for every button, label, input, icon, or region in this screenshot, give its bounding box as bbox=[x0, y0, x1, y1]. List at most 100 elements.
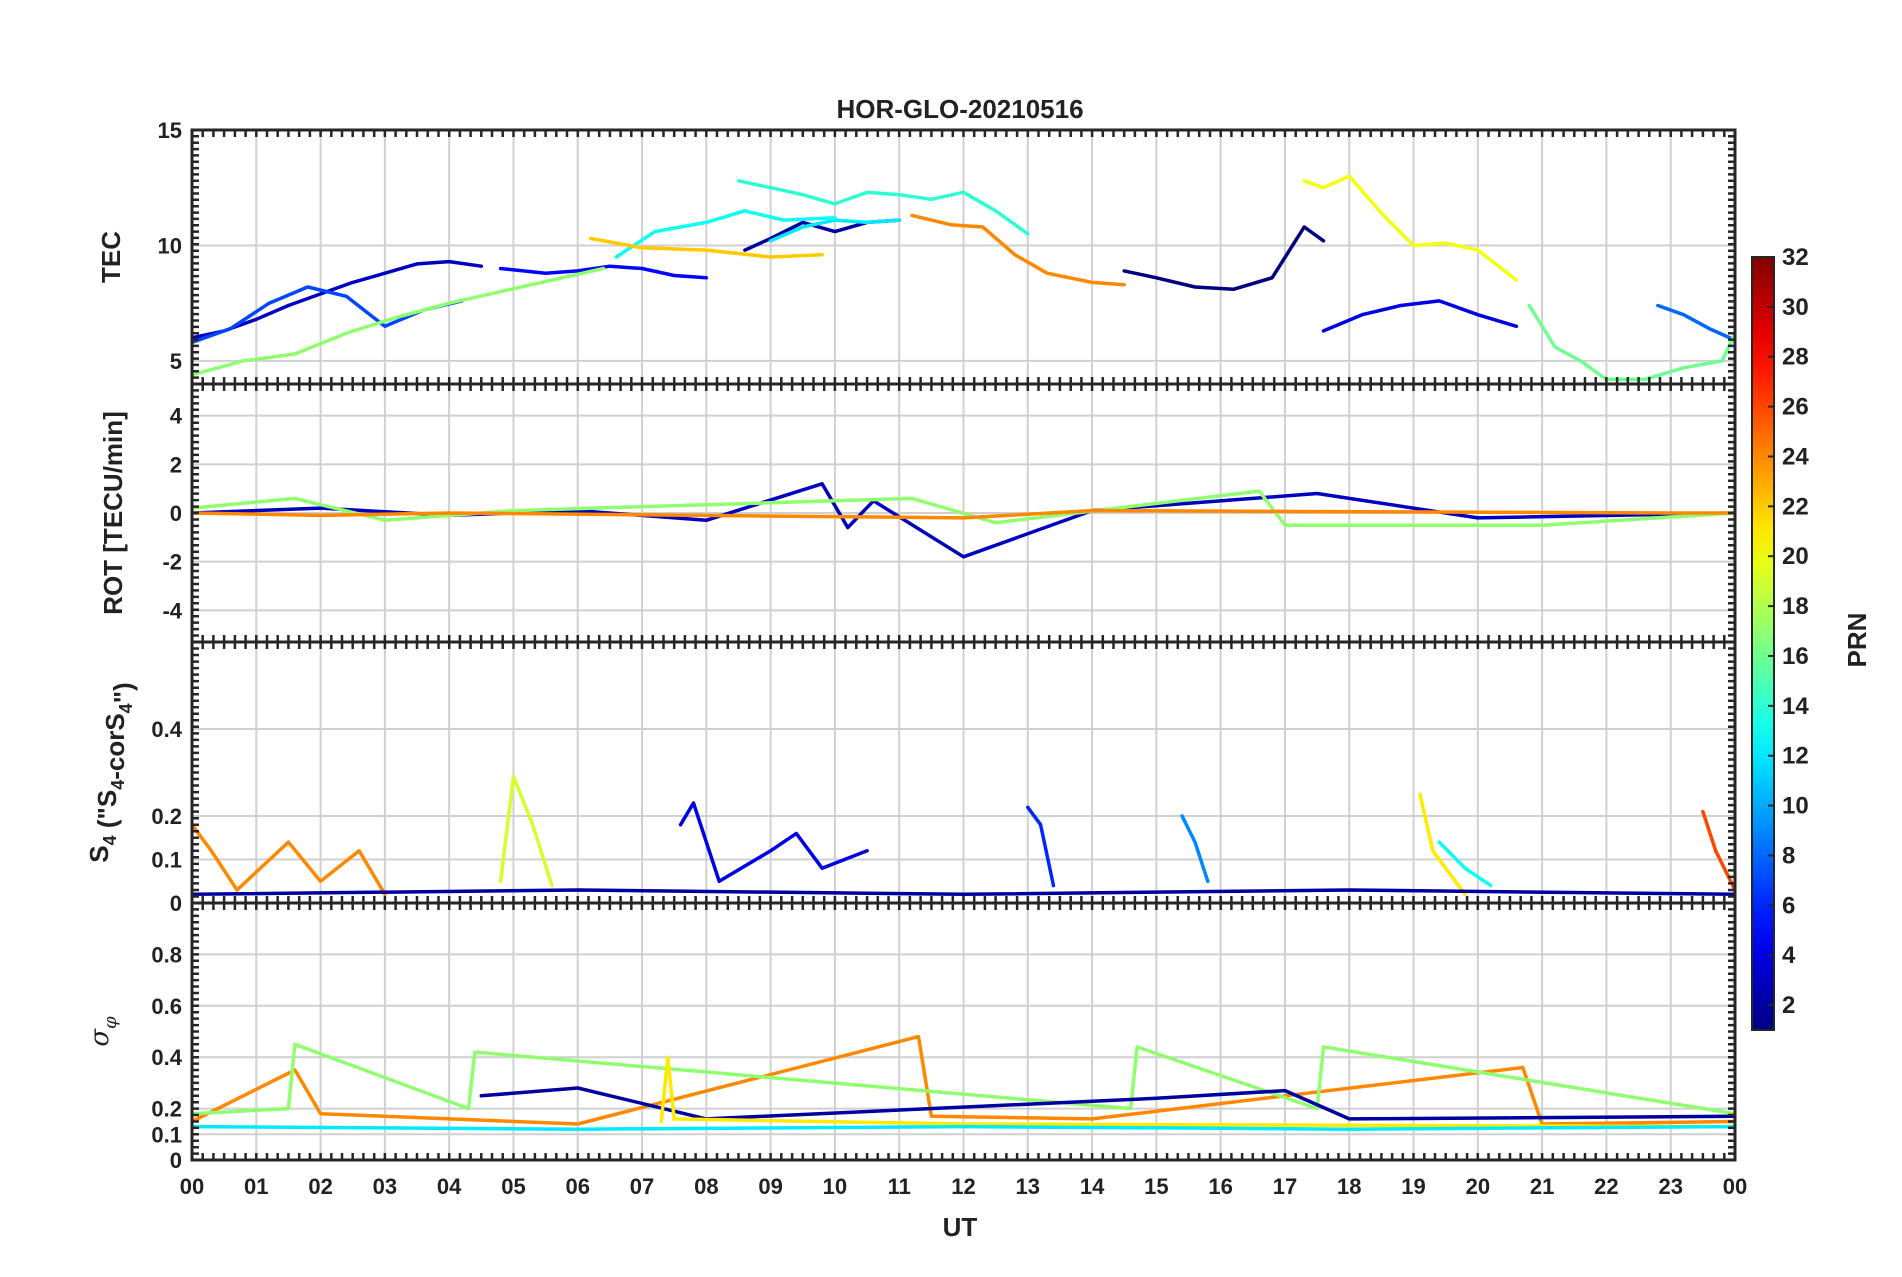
y-axis-label-rot: ROT [TECU/min] bbox=[98, 411, 128, 615]
x-tick-label: 04 bbox=[437, 1174, 462, 1199]
panel-rot-series bbox=[192, 482, 1735, 559]
series-prn-3 bbox=[192, 259, 484, 340]
minor-ticks bbox=[190, 901, 1737, 1162]
x-tick-label: 19 bbox=[1401, 1174, 1425, 1199]
series-prn-19 bbox=[498, 775, 554, 888]
y-tick-label: -2 bbox=[162, 550, 182, 575]
chart-title: HOR-GLO-20210516 bbox=[836, 94, 1083, 124]
x-tick-labels: 00 01 02 03 04 05 06 07 08 09 10 11 12 13 14 15 16 17 18 19… bbox=[180, 1174, 1747, 1199]
colorbar-tick-label: 22 bbox=[1782, 493, 1809, 520]
panel-s4-ticks bbox=[190, 640, 1737, 905]
panel-rot-ticks bbox=[190, 382, 1737, 644]
series-prn-14 bbox=[736, 179, 1030, 236]
x-tick-label: 22 bbox=[1594, 1174, 1618, 1199]
y-tick-label: 0.2 bbox=[151, 804, 182, 829]
panel-sigma_phi: 00.10.2 0.4 0.6 0.8 σφ bbox=[85, 901, 1737, 1173]
panel-sigma_phi-ticks bbox=[190, 901, 1737, 1162]
series-prn-4 bbox=[678, 801, 869, 884]
series-prn-20 bbox=[1302, 174, 1519, 282]
colorbar-tick-label: 14 bbox=[1782, 693, 1809, 720]
series-prn-21 bbox=[659, 1055, 1735, 1129]
series-prn-2 bbox=[192, 888, 1735, 897]
x-tick-label: 16 bbox=[1208, 1174, 1232, 1199]
panel-tec-ticks bbox=[190, 128, 1737, 386]
x-tick-label: 07 bbox=[630, 1174, 654, 1199]
colorbar-tick-label: 2 bbox=[1782, 992, 1795, 1019]
series-prn-4 bbox=[1321, 299, 1519, 333]
x-tick-label: 03 bbox=[373, 1174, 397, 1199]
x-tick-label: 14 bbox=[1080, 1174, 1105, 1199]
series-prn-21 bbox=[1418, 792, 1467, 897]
series-prn-12 bbox=[768, 218, 901, 243]
x-tick-label: 01 bbox=[244, 1174, 268, 1199]
series-prn-1 bbox=[1122, 225, 1326, 292]
panel-s4-series bbox=[192, 775, 1735, 897]
x-tick-label: 15 bbox=[1144, 1174, 1168, 1199]
y-axis-label-s4: S4 ("S4-corS4") bbox=[84, 682, 138, 862]
x-axis-label: UT bbox=[943, 1212, 978, 1242]
x-tick-label: 00 bbox=[1723, 1174, 1747, 1199]
series-prn-9 bbox=[1180, 814, 1210, 884]
y-tick-label: 15 bbox=[158, 118, 182, 143]
y-tick-label: 0.8 bbox=[151, 942, 182, 967]
series-prn-24 bbox=[192, 822, 387, 897]
minor-ticks bbox=[190, 640, 1737, 905]
panel-rot: -4 -2 0 2 4 ROT [TECU/min] bbox=[98, 382, 1737, 644]
colorbar-tick-label: 24 bbox=[1782, 443, 1809, 470]
colorbar-tick-label: 30 bbox=[1782, 294, 1809, 321]
series-prn-24 bbox=[192, 508, 1735, 520]
minor-ticks bbox=[190, 382, 1737, 644]
y-tick-label: 0 bbox=[170, 1148, 182, 1173]
y-axis-label-sigma_phi: σφ bbox=[85, 1016, 121, 1047]
x-tick-label: 18 bbox=[1337, 1174, 1361, 1199]
x-tick-label: 11 bbox=[888, 1174, 911, 1199]
x-tick-label: 09 bbox=[758, 1174, 782, 1199]
x-tick-label: 06 bbox=[566, 1174, 590, 1199]
x-tick-label: 17 bbox=[1273, 1174, 1297, 1199]
y-axis-label-tec: TEC bbox=[96, 231, 126, 283]
panel-tec-series bbox=[192, 174, 1735, 382]
y-tick-label: 0.4 bbox=[151, 1045, 182, 1070]
colorbar-tick-label: 6 bbox=[1782, 892, 1795, 919]
series-prn-16 bbox=[1527, 303, 1735, 382]
y-tick-label: -4 bbox=[162, 598, 182, 623]
x-tick-label: 12 bbox=[951, 1174, 975, 1199]
y-tick-label: 10 bbox=[158, 233, 182, 258]
y-tick-label: 4 bbox=[170, 404, 183, 429]
colorbar-label: PRN bbox=[1842, 613, 1872, 668]
panel-s4: 0 0.1 0.2 0.4 S4 ("S4-corS4") bbox=[84, 640, 1737, 916]
y-tick-label: 0.1 bbox=[151, 1122, 182, 1147]
series-prn-8 bbox=[1656, 303, 1735, 342]
colorbar-tick-label: 28 bbox=[1782, 344, 1809, 371]
series-prn-17 bbox=[192, 266, 606, 377]
colorbar-tick-label: 32 bbox=[1782, 244, 1809, 271]
series-prn-24 bbox=[910, 213, 1126, 287]
colorbar-gradient bbox=[1752, 257, 1774, 1030]
colorbar-tick-label: 10 bbox=[1782, 793, 1809, 820]
y-tick-label: 0.1 bbox=[151, 848, 182, 873]
colorbar-tick-label: 16 bbox=[1782, 643, 1809, 670]
y-tick-label: 0 bbox=[170, 501, 182, 526]
panel-sigma_phi-series bbox=[192, 1034, 1735, 1131]
series-prn-24 bbox=[192, 1034, 1735, 1126]
series-prn-6 bbox=[1026, 805, 1056, 888]
series-prn-5 bbox=[498, 264, 709, 280]
series-prn-12 bbox=[192, 1124, 1735, 1131]
series-prn-13 bbox=[614, 209, 837, 259]
colorbar-tick-label: 12 bbox=[1782, 743, 1809, 770]
colorbar-tick-label: 8 bbox=[1782, 842, 1795, 869]
x-tick-label: 08 bbox=[694, 1174, 718, 1199]
colorbar-tick-label: 26 bbox=[1782, 394, 1809, 421]
x-tick-label: 02 bbox=[308, 1174, 332, 1199]
series-prn-17 bbox=[192, 489, 1735, 527]
y-tick-label: 5 bbox=[170, 349, 182, 374]
y-tick-label: 0.4 bbox=[151, 717, 182, 742]
y-tick-label: 0.2 bbox=[151, 1097, 182, 1122]
colorbar-tick-label: 20 bbox=[1782, 543, 1809, 570]
x-tick-label: 23 bbox=[1658, 1174, 1682, 1199]
y-tick-label: 0 bbox=[170, 891, 182, 916]
x-tick-label: 10 bbox=[823, 1174, 847, 1199]
